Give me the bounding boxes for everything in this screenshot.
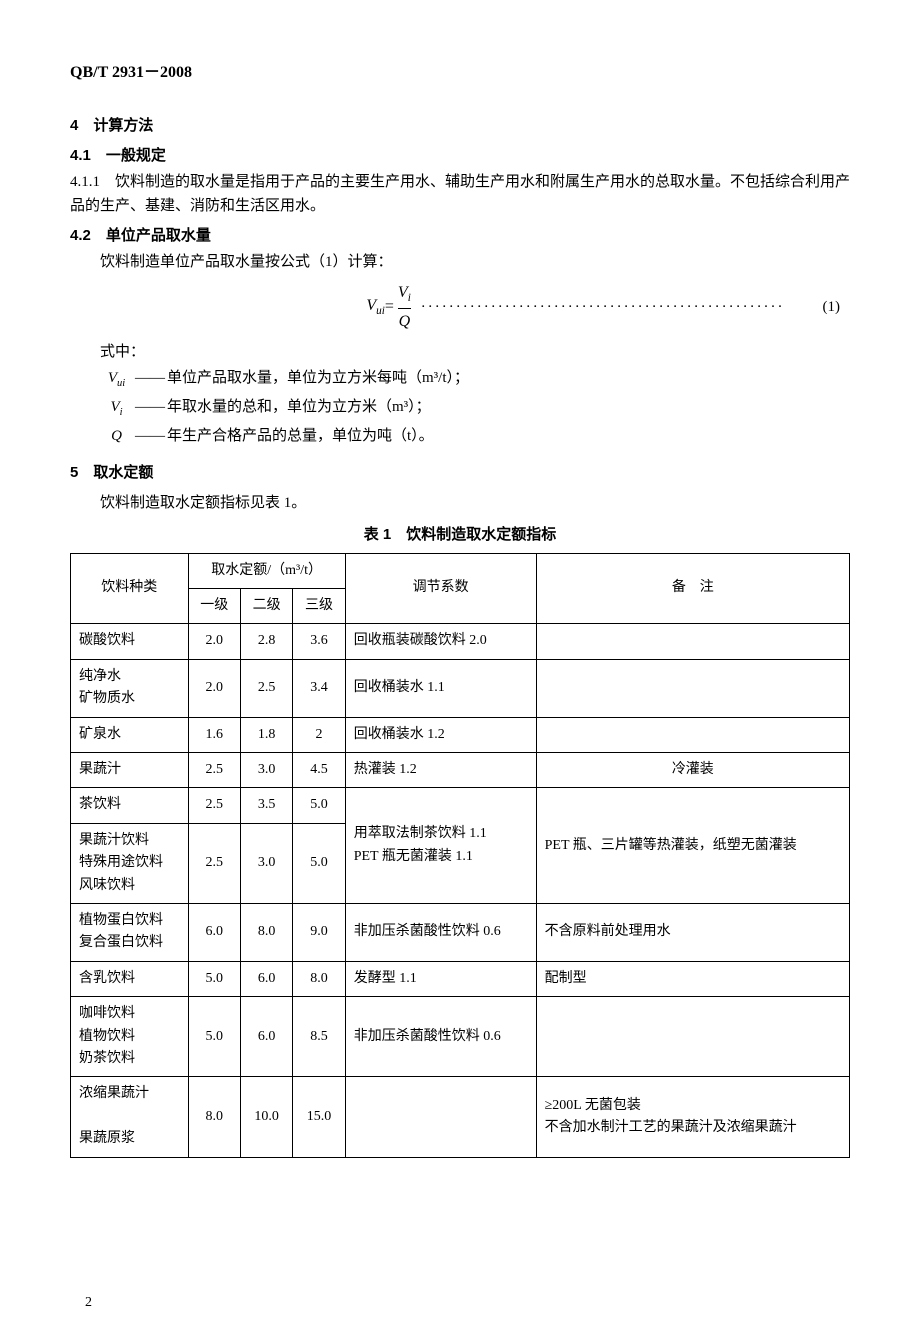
quota-table: 饮料种类 取水定额/（m³/t） 调节系数 备 注 一级 二级 三级 碳酸饮料 … (70, 553, 850, 1158)
table-row: 咖啡饮料植物饮料奶茶饮料 5.0 6.0 8.5 非加压杀菌酸性饮料 0.6 (71, 997, 850, 1077)
table-row: 含乳饮料 5.0 6.0 8.0 发酵型 1.1 配制型 (71, 961, 850, 996)
section-5-text: 饮料制造取水定额指标见表 1。 (70, 491, 850, 515)
formula-eq: = (385, 294, 394, 320)
where-definitions: Vui——单位产品取水量，单位为立方米每吨（m³/t）； Vi——年取水量的总和… (100, 366, 850, 450)
clause-4-1-1: 4.1.1 饮料制造的取水量是指用于产品的主要生产用水、辅助生产用水和附属生产用… (70, 170, 850, 218)
section-5-title: 取水定额 (93, 464, 153, 481)
table-row: 果蔬汁 2.5 3.0 4.5 热灌装 1.2 冷灌装 (71, 753, 850, 788)
th-note: 备 注 (536, 553, 849, 624)
th-grade2: 二级 (240, 589, 292, 624)
where-row: Q——年生产合格产品的总量，单位为吨（t）。 (100, 424, 850, 451)
th-category: 饮料种类 (71, 553, 189, 624)
th-quota: 取水定额/（m³/t） (188, 553, 345, 588)
section-4-1-heading: 4.1 一般规定 (70, 144, 850, 168)
section-5-heading: 5 取水定额 (70, 461, 850, 485)
section-4-1-title: 一般规定 (106, 147, 166, 164)
table-row: 碳酸饮料 2.0 2.8 3.6 回收瓶装碳酸饮料 2.0 (71, 624, 850, 659)
section-4-1-num: 4.1 (70, 147, 91, 164)
formula-lhs: Vui (366, 293, 384, 321)
table-row: 茶饮料 2.5 3.5 5.0 用萃取法制茶饮料 1.1 PET 瓶无菌灌装 1… (71, 788, 850, 823)
section-4-2-heading: 4.2 单位产品取水量 (70, 224, 850, 248)
document-id: QB/T 2931－2008 (70, 60, 850, 86)
table-row: 纯净水矿物质水 2.0 2.5 3.4 回收桶装水 1.1 (71, 659, 850, 717)
formula-leader-dots: ········································… (415, 295, 823, 319)
where-row: Vi——年取水量的总和，单位为立方米（m³）； (100, 395, 850, 422)
th-grade3: 三级 (293, 589, 345, 624)
table-header-row-1: 饮料种类 取水定额/（m³/t） 调节系数 备 注 (71, 553, 850, 588)
equation-number: (1) (823, 295, 851, 319)
table-row: 植物蛋白饮料复合蛋白饮料 6.0 8.0 9.0 非加压杀菌酸性饮料 0.6 不… (71, 903, 850, 961)
section-4-title: 计算方法 (93, 117, 153, 134)
where-row: Vui——单位产品取水量，单位为立方米每吨（m³/t）； (100, 366, 850, 393)
section-4-2-num: 4.2 (70, 227, 91, 244)
th-adjust: 调节系数 (345, 553, 536, 624)
th-grade1: 一级 (188, 589, 240, 624)
table-row: 浓缩果蔬汁果蔬原浆 8.0 10.0 15.0 ≥200L 无菌包装 不含加水制… (71, 1077, 850, 1157)
section-4-heading: 4 计算方法 (70, 114, 850, 138)
table-1-caption: 表 1 饮料制造取水定额指标 (70, 523, 850, 547)
where-label: 式中： (70, 340, 850, 364)
section-5-num: 5 (70, 464, 78, 481)
page-number: 2 (85, 1292, 92, 1314)
formula-fraction: Vi Q (398, 280, 411, 335)
section-4-num: 4 (70, 117, 78, 134)
formula-1: Vui = Vi Q ·····························… (70, 280, 850, 335)
section-4-2-text: 饮料制造单位产品取水量按公式（1）计算： (70, 250, 850, 274)
table-row: 矿泉水 1.6 1.8 2 回收桶装水 1.2 (71, 717, 850, 752)
section-4-2-title: 单位产品取水量 (106, 227, 211, 244)
